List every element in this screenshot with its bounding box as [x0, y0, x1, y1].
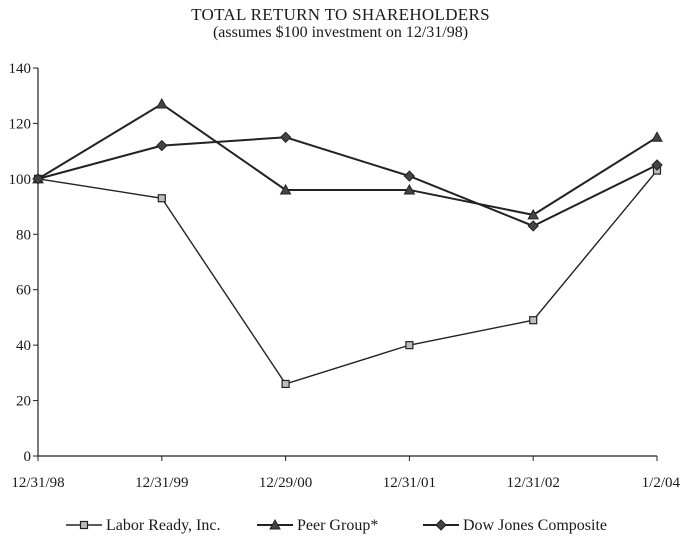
x-tick-label: 1/2/04: [642, 475, 681, 491]
peer-group-point: [155, 97, 168, 109]
legend-label: Peer Group*: [297, 517, 378, 534]
chart-title: TOTAL RETURN TO SHAREHOLDERS: [191, 5, 490, 24]
legend-marker-triangle: [269, 518, 281, 530]
legend-label: Dow Jones Composite: [463, 517, 607, 534]
x-tick-label: 12/29/00: [259, 475, 312, 491]
legend: Labor Ready, Inc. Peer Group* Dow Jones Co…: [66, 517, 607, 534]
peer-group-point: [403, 183, 416, 195]
dow-jones-composite-point: [32, 173, 44, 185]
dow-jones-composite-point: [279, 131, 292, 143]
y-tick-label: 20: [16, 394, 31, 410]
y-tick-label: 0: [24, 449, 32, 465]
series-lines: [37, 102, 658, 385]
y-tick-label: 100: [9, 172, 32, 188]
dow-jones-composite-point: [403, 170, 416, 182]
x-tick-label: 12/31/01: [383, 475, 436, 491]
y-tick-label: 120: [9, 116, 32, 132]
chart-subtitle: (assumes $100 investment on 12/31/98): [212, 24, 469, 41]
dow-jones-composite-point: [651, 159, 663, 171]
y-tick-label: 60: [16, 283, 31, 299]
x-tick-label: 12/31/02: [507, 475, 560, 491]
y-tick-label: 40: [16, 338, 31, 354]
labor-ready-inc-point: [157, 194, 166, 203]
dow-jones-composite-point: [527, 220, 539, 232]
legend-marker-diamond: [435, 519, 447, 531]
x-tick-label: 12/31/98: [11, 475, 64, 491]
legend-label: Labor Ready, Inc.: [106, 517, 220, 534]
legend-marker-square: [79, 520, 89, 530]
peer-group-point: [651, 131, 663, 142]
axes: 0 20 40 60 80 100 120 140 12/31/98 12/31/99 12/29/…: [9, 61, 681, 491]
x-tick-label: 12/31/99: [135, 475, 188, 491]
dow-jones-composite-line: [37, 136, 658, 228]
dow-jones-composite-point: [156, 139, 168, 152]
y-tick-label: 140: [9, 61, 32, 77]
peer-group-point: [527, 208, 540, 220]
labor-ready-inc-line: [37, 170, 658, 385]
peer-group-line: [37, 102, 658, 216]
labor-ready-inc-point: [529, 316, 538, 325]
y-tick-label: 80: [16, 227, 31, 243]
labor-ready-inc-point: [405, 341, 414, 350]
series-markers: [32, 97, 663, 389]
peer-group-point: [279, 183, 292, 195]
labor-ready-inc-point: [281, 379, 290, 389]
